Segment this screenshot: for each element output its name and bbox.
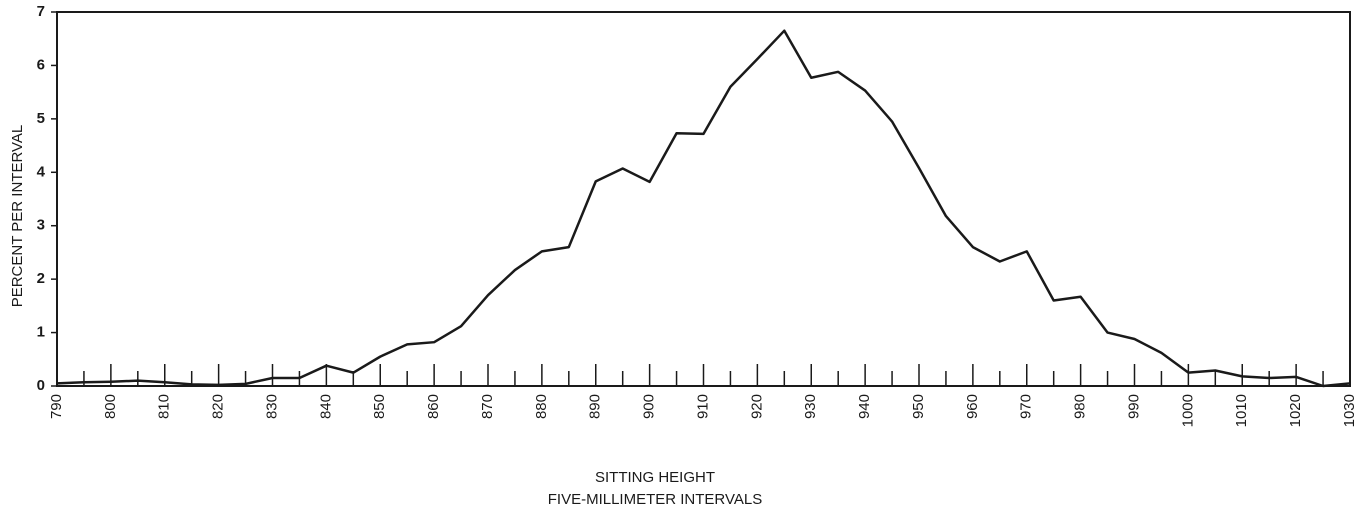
x-tick-label: 820 [210,394,227,419]
x-tick-label: 840 [317,394,334,419]
x-tick-label: 800 [102,394,119,419]
y-tick-label: 4 [37,163,46,180]
x-tick-label: 890 [587,394,604,419]
x-tick-label: 970 [1018,394,1035,419]
x-tick-label: 1000 [1179,394,1196,427]
x-tick-label: 990 [1125,394,1142,419]
x-axis-label: FIVE-MILLIMETER INTERVALS [548,491,763,508]
y-axis-label: PERCENT PER INTERVAL [9,125,26,308]
y-tick-label: 3 [37,217,45,234]
x-tick-label: 960 [964,394,981,419]
x-tick-label: 900 [641,394,658,419]
data-line [56,29,1351,388]
x-tick-label: 880 [533,394,550,419]
x-tick-label: 1030 [1341,394,1358,427]
x-axis-label: SITTING HEIGHT [595,469,715,486]
plot-frame [56,11,1351,387]
y-tick-label: 2 [37,270,45,287]
x-tick-label: 980 [1072,394,1089,419]
y-tick-label: 7 [37,3,45,20]
x-tick-label: 910 [694,394,711,419]
x-tick-label: 810 [156,394,173,419]
x-tick-label: 940 [856,394,873,419]
x-tick-label: 830 [263,394,280,419]
x-tick-label: 930 [802,394,819,419]
x-tick-label: 790 [48,394,65,419]
y-tick-label: 6 [37,56,45,73]
y-tick-label: 1 [37,324,45,341]
x-tick-label: 850 [371,394,388,419]
x-tick-label: 860 [425,394,442,419]
x-tick-label: 1010 [1233,394,1250,427]
x-tick-label: 870 [479,394,496,419]
y-tick-label: 5 [37,110,45,127]
x-tick-label: 920 [748,394,765,419]
y-tick-label: 0 [37,377,45,394]
x-tick-label: 950 [910,394,927,419]
x-tick-label: 1020 [1287,394,1304,427]
